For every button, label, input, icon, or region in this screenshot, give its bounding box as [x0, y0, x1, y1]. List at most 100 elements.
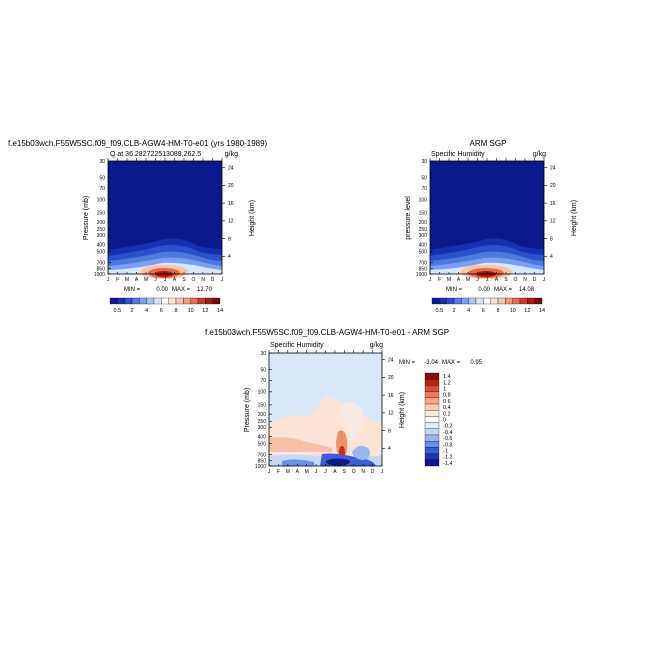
- colorbar-swatch: [424, 416, 440, 423]
- diff-colorbar: 1.41.210.80.60.40.20-0.2-0.4-0.6-0.8-1-1…: [424, 372, 452, 467]
- y-tick-label: 50: [260, 367, 266, 373]
- x-tick-label: A: [457, 277, 461, 283]
- colorbar-label: 6: [482, 308, 485, 314]
- model-units: g/kg: [225, 151, 238, 158]
- y-tick-label: 250: [97, 227, 106, 233]
- right-tick-label: 20: [388, 375, 394, 381]
- obs-stats: MIN = 0.00 MAX = 14.08: [446, 287, 535, 293]
- colorbar-swatch: [131, 297, 140, 305]
- diff-region-cool-4: [352, 445, 371, 460]
- model-stats: MIN = 0.00 MAX = 12.70: [124, 287, 213, 293]
- colorbar-label: -0.2: [443, 424, 452, 430]
- diff-units: g/kg: [370, 342, 383, 349]
- colorbar-swatch: [475, 297, 484, 305]
- diff-stats: MIN = -3.04 MAX = 0.95: [399, 360, 483, 366]
- colorbar-label: 0.5: [436, 308, 444, 314]
- x-tick-label: N: [361, 469, 365, 475]
- diff-region-warm-2: [340, 402, 364, 440]
- y-tick-label: 300: [419, 233, 428, 239]
- colorbar-swatch: [512, 297, 521, 305]
- y-tick-label: 500: [258, 441, 267, 447]
- colorbar-swatch: [505, 297, 513, 305]
- x-tick-label: A: [173, 277, 177, 283]
- colorbar-swatch: [146, 297, 155, 305]
- diff-plot-area: [269, 353, 382, 466]
- obs-right-label: Height (km): [571, 200, 578, 236]
- colorbar-label: 2: [452, 308, 455, 314]
- y-tick-label: 150: [258, 403, 267, 409]
- diff-panel: Specific Humidity g/kg 30507010015020025…: [244, 342, 483, 475]
- right-tick-label: 16: [550, 201, 556, 207]
- diff-region-cool-2: [282, 459, 314, 466]
- colorbar-swatch: [212, 297, 221, 305]
- colorbar-swatch: [424, 428, 440, 436]
- colorbar-label: 0.5: [114, 308, 122, 314]
- right-tick-label: 20: [550, 183, 556, 189]
- right-tick-label: 8: [228, 236, 231, 242]
- colorbar-swatch: [483, 297, 491, 305]
- y-tick-label: 150: [419, 211, 428, 217]
- y-tick-label: 850: [97, 267, 106, 273]
- y-tick-label: 700: [258, 452, 267, 458]
- x-tick-label: M: [466, 277, 470, 283]
- y-tick-label: 50: [421, 175, 427, 181]
- x-tick-label: F: [277, 469, 280, 475]
- y-tick-label: 1000: [255, 464, 266, 470]
- y-tick-label: 70: [99, 186, 105, 192]
- colorbar-swatch: [190, 297, 199, 305]
- model-max-label: MAX =: [172, 287, 191, 293]
- x-tick-label: J: [268, 469, 271, 475]
- colorbar-label: 14: [217, 308, 223, 314]
- diff-title: f.e15b03wch.F55W5SC.f09_f09.CLB-AGW4-HM-…: [205, 328, 449, 337]
- right-tick-label: 12: [228, 219, 234, 225]
- x-tick-label: A: [296, 469, 300, 475]
- obs-min-label: MIN =: [446, 287, 463, 293]
- x-tick-label: O: [514, 277, 518, 283]
- colorbar-label: 4: [467, 308, 470, 314]
- right-tick-label: 12: [550, 219, 556, 225]
- y-tick-label: 100: [97, 198, 106, 204]
- y-tick-label: 200: [419, 220, 428, 226]
- x-tick-label: F: [438, 277, 441, 283]
- obs-units: g/kg: [533, 151, 546, 158]
- obs-max-label: MAX =: [494, 287, 513, 293]
- diff-subtitle: Specific Humidity: [270, 342, 324, 349]
- y-tick-label: 70: [260, 378, 266, 384]
- x-tick-label: D: [533, 277, 537, 283]
- y-tick-label: 250: [419, 227, 428, 233]
- colorbar-label: 0.8: [443, 393, 451, 399]
- right-tick-label: 24: [228, 165, 234, 171]
- colorbar-label: -1.4: [443, 461, 452, 467]
- diff-ylabel: Pressure (mb): [244, 388, 251, 432]
- colorbar-swatch: [139, 297, 147, 305]
- x-tick-label: S: [182, 277, 186, 283]
- colorbar-swatch: [424, 434, 440, 442]
- x-tick-label: N: [523, 277, 527, 283]
- colorbar-label: 10: [510, 308, 516, 314]
- colorbar-label: 12: [524, 308, 530, 314]
- y-tick-label: 400: [97, 242, 106, 248]
- y-tick-label: 850: [258, 459, 267, 465]
- colorbar-label: 0.2: [443, 411, 451, 417]
- obs-panel: Specific Humidity g/kg 30507010015020025…: [405, 151, 578, 314]
- y-tick-label: 250: [258, 419, 267, 425]
- x-tick-label: J: [107, 277, 110, 283]
- colorbar-swatch: [109, 297, 118, 305]
- colorbar-swatch: [168, 297, 177, 305]
- y-tick-label: 30: [421, 159, 427, 165]
- x-tick-label: O: [192, 277, 196, 283]
- colorbar-swatch: [446, 297, 455, 305]
- colorbar-label: 4: [145, 308, 148, 314]
- diff-region-warm-3: [269, 437, 332, 452]
- obs-max-value: 14.08: [519, 287, 535, 293]
- model-right-ticks: 24 20 16 12 8 4: [222, 165, 234, 260]
- colorbar-swatch: [153, 297, 162, 305]
- y-tick-label: 300: [258, 425, 267, 431]
- y-tick-label: 500: [419, 249, 428, 255]
- model-plot-area: [108, 161, 222, 279]
